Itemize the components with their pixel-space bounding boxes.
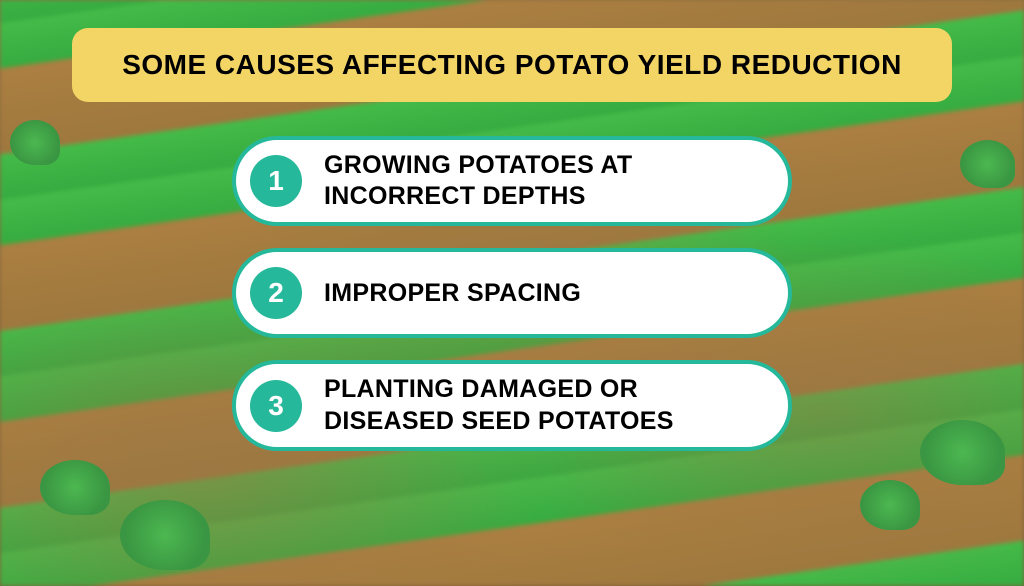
infographic-content: SOME CAUSES AFFECTING POTATO YIELD REDUC… <box>0 0 1024 586</box>
item-text: GROWING POTATOES AT INCORRECT DEPTHS <box>324 150 766 213</box>
item-number-badge: 1 <box>250 155 302 207</box>
item-number-badge: 2 <box>250 267 302 319</box>
list-item: 1 GROWING POTATOES AT INCORRECT DEPTHS <box>232 136 792 227</box>
items-list: 1 GROWING POTATOES AT INCORRECT DEPTHS 2… <box>232 136 792 451</box>
item-number-badge: 3 <box>250 380 302 432</box>
item-text: PLANTING DAMAGED OR DISEASED SEED POTATO… <box>324 374 766 437</box>
list-item: 2 IMPROPER SPACING <box>232 248 792 338</box>
list-item: 3 PLANTING DAMAGED OR DISEASED SEED POTA… <box>232 360 792 451</box>
item-text: IMPROPER SPACING <box>324 278 581 309</box>
title-box: SOME CAUSES AFFECTING POTATO YIELD REDUC… <box>72 28 952 102</box>
title-text: SOME CAUSES AFFECTING POTATO YIELD REDUC… <box>122 46 902 84</box>
